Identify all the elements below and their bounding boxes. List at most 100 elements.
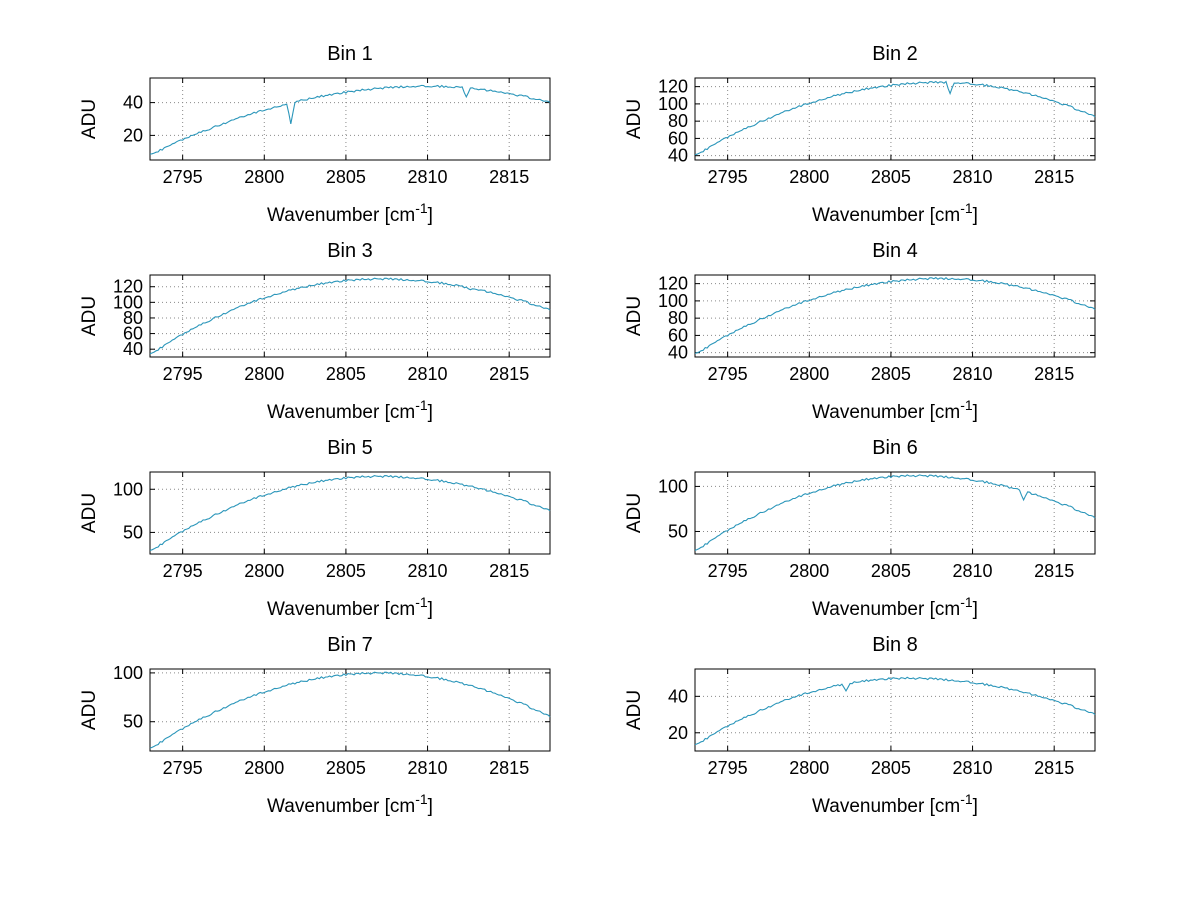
y-tick-label: 120 [658,274,688,294]
spectrum-line [149,277,551,355]
y-tick-label: 100 [658,94,688,114]
y-tick-label: 100 [113,663,143,683]
x-axis-label: Wavenumber [cm-1] [812,397,978,423]
x-tick-label: 2800 [244,561,284,581]
x-tick-label: 2810 [953,561,993,581]
plot-title: Bin 8 [872,634,918,656]
y-axis-label: ADU [624,493,645,533]
x-tick-label: 2810 [408,561,448,581]
subplot-bin-4: Bin 4 ADU Wavenumber [cm-1] 2795 2800 2805… [600,233,1145,430]
y-tick-label: 50 [123,712,143,732]
axes-box [149,77,551,161]
x-tick-label: 2815 [489,364,529,384]
plot-bin-8: Bin 8 ADU Wavenumber [cm-1] 2795 2800 2805… [624,634,1096,817]
y-tick-label: 40 [668,146,688,166]
x-tick-label: 2805 [326,167,366,187]
axes-box [694,471,1096,555]
axes-box [694,668,1096,752]
y-axis-label: ADU [79,99,100,139]
y-tick-label: 120 [658,77,688,97]
spectrum-line [149,671,551,749]
subplot-bin-5: Bin 5 ADU Wavenumber [cm-1] 2795 2800 2805… [55,430,600,627]
x-tick-label: 2815 [1034,561,1074,581]
x-tick-label: 2795 [163,758,203,778]
x-tick-label: 2815 [489,758,529,778]
x-tick-label: 2795 [708,561,748,581]
y-tick-label: 120 [113,277,143,297]
y-tick-label: 100 [658,291,688,311]
x-tick-label: 2810 [408,364,448,384]
y-tick-label: 100 [113,292,143,312]
y-axis-label: ADU [79,296,100,336]
axes-box [694,274,1096,358]
plot-title: Bin 5 [327,437,373,459]
x-axis-label: Wavenumber [cm-1] [812,791,978,817]
axes-area: 2795 2800 2805 2810 2815 50 100 [658,471,1096,581]
spectrum-line [694,676,1096,746]
x-axis-label: Wavenumber [cm-1] [812,200,978,226]
x-axis-label: Wavenumber [cm-1] [812,594,978,620]
y-tick-label: 60 [123,324,143,344]
y-tick-label: 100 [658,476,688,496]
x-tick-label: 2810 [953,167,993,187]
y-axis-label: ADU [624,690,645,730]
x-axis-label: Wavenumber [cm-1] [267,791,433,817]
axes-area: 2795 2800 2805 2810 2815 50 100 [113,471,551,581]
x-tick-label: 2815 [1034,758,1074,778]
axes-box [149,668,551,752]
spectrum-line [149,84,551,155]
spectrum-line [694,80,1096,156]
plot-title: Bin 1 [327,43,373,65]
x-tick-label: 2795 [163,167,203,187]
plot-bin-7: Bin 7 ADU Wavenumber [cm-1] 2795 2800 2805… [79,634,551,817]
y-tick-label: 60 [668,325,688,345]
y-tick-label: 80 [668,111,688,131]
plot-bin-4: Bin 4 ADU Wavenumber [cm-1] 2795 2800 2805… [624,240,1096,423]
plot-bin-1: Bin 1 ADU Wavenumber [cm-1] 2795 2800 2805… [79,43,551,226]
x-axis-label: Wavenumber [cm-1] [267,397,433,423]
subplot-bin-8: Bin 8 ADU Wavenumber [cm-1] 2795 2800 2805… [600,627,1145,824]
spectrum-line [149,475,551,551]
axes-box [149,471,551,555]
y-axis-label: ADU [624,296,645,336]
subplot-bin-7: Bin 7 ADU Wavenumber [cm-1] 2795 2800 2805… [55,627,600,824]
y-tick-label: 80 [123,308,143,328]
x-tick-label: 2805 [326,364,366,384]
x-tick-label: 2795 [163,364,203,384]
subplot-bin-6: Bin 6 ADU Wavenumber [cm-1] 2795 2800 2805… [600,430,1145,627]
plot-title: Bin 3 [327,240,373,262]
y-axis-label: ADU [624,99,645,139]
y-tick-label: 20 [668,723,688,743]
axes-area: 2795 2800 2805 2810 2815 50 100 [113,663,551,778]
y-tick-label: 40 [123,93,143,113]
x-tick-label: 2800 [789,167,829,187]
x-tick-label: 2815 [489,167,529,187]
plot-bin-3: Bin 3 ADU Wavenumber [cm-1] 2795 2800 2805… [79,240,551,423]
y-axis-label: ADU [79,690,100,730]
x-tick-label: 2795 [708,758,748,778]
x-tick-label: 2810 [408,758,448,778]
axes-box [149,274,551,358]
x-tick-label: 2795 [163,561,203,581]
x-tick-label: 2800 [244,364,284,384]
figure: Bin 1 ADU Wavenumber [cm-1] 2795 2800 2805… [55,36,1145,824]
x-tick-label: 2805 [871,364,911,384]
subplot-bin-2: Bin 2 ADU Wavenumber [cm-1] 2795 2800 2805… [600,36,1145,233]
axes-area: 2795 2800 2805 2810 2815 20 40 [668,668,1096,778]
x-tick-label: 2795 [708,364,748,384]
y-tick-label: 50 [123,522,143,542]
x-axis-label: Wavenumber [cm-1] [267,594,433,620]
x-tick-label: 2795 [708,167,748,187]
y-tick-label: 60 [668,128,688,148]
x-tick-label: 2810 [953,364,993,384]
plot-title: Bin 7 [327,634,373,656]
x-tick-label: 2805 [871,167,911,187]
x-tick-label: 2815 [1034,167,1074,187]
x-tick-label: 2805 [326,758,366,778]
y-tick-label: 20 [123,125,143,145]
axes-area: 2795 2800 2805 2810 2815 20 40 [123,77,551,187]
plot-bin-6: Bin 6 ADU Wavenumber [cm-1] 2795 2800 2805… [624,437,1096,620]
x-axis-label: Wavenumber [cm-1] [267,200,433,226]
